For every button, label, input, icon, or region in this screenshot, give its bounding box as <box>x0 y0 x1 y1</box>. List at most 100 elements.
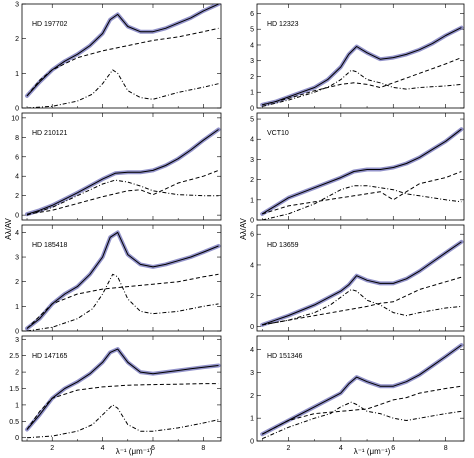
y-tick-label: 4 <box>250 137 254 144</box>
series-solid-line <box>26 4 219 97</box>
y-tick-label: 3 <box>250 58 254 65</box>
y-tick-label: 0 <box>15 106 19 113</box>
y-tick-label: 6 <box>15 154 19 161</box>
x-axis-title-left: λ⁻¹ (μm⁻¹) <box>116 447 153 456</box>
x-tick-label: 8 <box>444 445 448 452</box>
y-tick-label: 2 <box>250 177 254 184</box>
y-tick-label: 2 <box>15 193 19 200</box>
y-tick-label: 0 <box>15 329 19 336</box>
panel-6: 0 2 4 6 HD 13659 <box>250 224 465 332</box>
y-axis-title-left: Aλ/AV <box>4 218 13 240</box>
panel-frame <box>21 3 222 109</box>
panel-label: HD 197702 <box>32 21 68 28</box>
series-solid-line <box>262 27 462 106</box>
y-tick-label: 1 <box>15 71 19 78</box>
panel-frame <box>256 112 465 221</box>
panel-0: 0 1 2 3 HD 197702 <box>15 2 222 113</box>
uncertainty-band <box>260 25 464 107</box>
x-tick-label: 2 <box>286 445 290 452</box>
series-dashdot-line <box>262 69 462 107</box>
series-solid-line <box>26 129 219 215</box>
series-dashdot-line <box>262 289 462 326</box>
y-tick-label: 5 <box>250 27 254 34</box>
uncertainty-band <box>260 127 464 216</box>
series-solid-line <box>261 128 462 215</box>
panel-plot-area <box>25 347 221 439</box>
series-solid-line <box>26 348 219 430</box>
panel-frame <box>256 3 465 109</box>
series-dashed-line <box>26 383 219 430</box>
panel-1: 0 2 4 6 8 10 HD 210121 <box>11 112 222 221</box>
x-tick-label: 6 <box>151 445 155 452</box>
series-dashdot-line <box>26 404 219 439</box>
panel-7: 2 4 6 8 0 1 2 3 4 HD 151346 <box>250 335 465 452</box>
panel-plot-area <box>260 239 464 327</box>
series-dashdot-line <box>262 401 462 440</box>
panel-5: 0 1 2 3 4 5 VCT10 <box>250 112 465 225</box>
panel-frame <box>21 112 222 221</box>
y-tick-label: 3 <box>15 337 19 344</box>
y-tick-label: 8 <box>15 135 19 142</box>
y-tick-label: 2 <box>15 279 19 286</box>
y-tick-label: 4 <box>250 42 254 49</box>
panel-label: HD 13659 <box>267 242 299 249</box>
y-tick-label: 2 <box>15 370 19 377</box>
panel-2: 0 1 2 3 4 HD 185418 <box>15 224 222 336</box>
panel-frame <box>256 335 465 442</box>
uncertainty-band <box>25 127 221 217</box>
series-dashdot-line <box>262 185 462 220</box>
y-tick-label: 1.5 <box>9 386 19 393</box>
y-tick-label: 3 <box>15 2 19 9</box>
y-tick-label: 2 <box>250 74 254 81</box>
x-tick-label: 4 <box>339 445 343 452</box>
series-dashed-line <box>262 57 462 106</box>
uncertainty-band <box>260 239 464 327</box>
y-tick-label: 0 <box>250 439 254 446</box>
series-solid-line <box>262 241 462 326</box>
y-tick-label: 2 <box>250 393 254 400</box>
panel-label: HD 147165 <box>32 353 68 360</box>
y-tick-label: 3 <box>250 370 254 377</box>
y-tick-label: 1 <box>250 416 254 423</box>
series-dashed-line <box>26 273 219 329</box>
y-tick-label: 4 <box>15 174 19 181</box>
panel-plot-area <box>260 343 464 440</box>
y-tick-label: 0.5 <box>9 419 19 426</box>
y-tick-label: 4 <box>15 230 19 237</box>
panel-label: HD 185418 <box>32 242 68 249</box>
y-tick-label: 10 <box>11 115 19 122</box>
panel-4: 0 1 2 3 4 5 6 HD 12323 <box>250 3 465 113</box>
panel-frame <box>21 224 222 332</box>
series-dashed-line <box>261 385 462 435</box>
panel-plot-area <box>25 230 221 331</box>
series-dashdot-line <box>26 179 219 216</box>
panel-label: VCT10 <box>267 130 289 137</box>
panel-plot-area <box>260 25 464 107</box>
series-solid-line <box>26 231 219 329</box>
x-tick-label: 2 <box>50 445 54 452</box>
y-tick-label: 4 <box>250 262 254 269</box>
y-tick-label: 1 <box>15 304 19 311</box>
y-tick-label: 0 <box>15 435 19 442</box>
y-tick-label: 3 <box>250 157 254 164</box>
y-tick-label: 0 <box>250 106 254 113</box>
y-tick-label: 0 <box>15 213 19 220</box>
y-tick-label: 1 <box>250 197 254 204</box>
series-dashed-line <box>262 171 462 215</box>
y-tick-label: 6 <box>250 11 254 18</box>
y-tick-label: 2 <box>15 36 19 43</box>
panel-label: HD 151346 <box>267 353 303 360</box>
series-solid-line <box>261 344 462 435</box>
series-dashed-line <box>26 27 219 97</box>
panel-plot-area <box>25 4 221 108</box>
x-tick-label: 8 <box>201 445 205 452</box>
panel-plot-area <box>260 127 464 220</box>
y-tick-label: 3 <box>15 255 19 262</box>
y-tick-label: 4 <box>250 347 254 354</box>
panel-frame <box>256 224 465 332</box>
y-tick-label: 6 <box>250 232 254 239</box>
panel-label: HD 12323 <box>267 21 299 28</box>
y-tick-label: 2.5 <box>9 353 19 360</box>
